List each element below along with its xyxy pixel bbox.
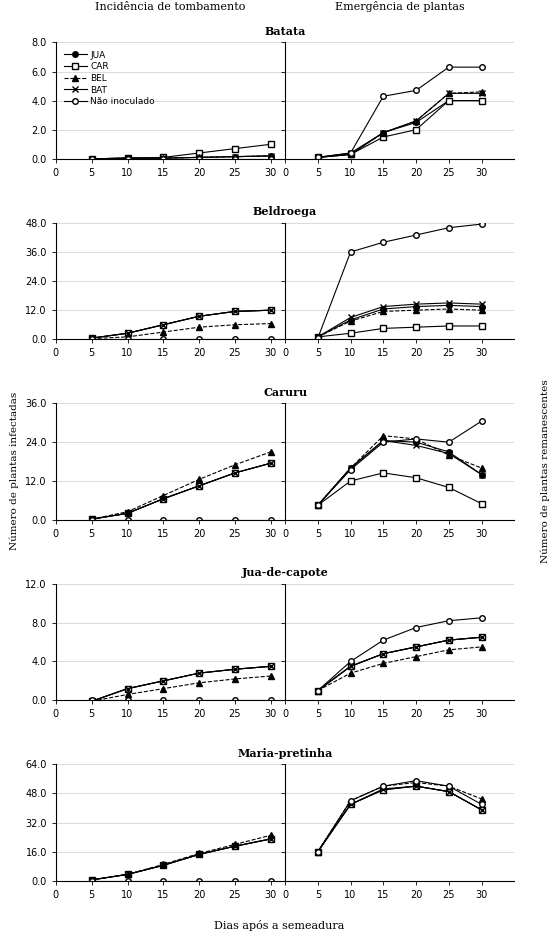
- Text: Número de plantas infectadas: Número de plantas infectadas: [10, 392, 18, 550]
- Text: Batata: Batata: [264, 25, 306, 37]
- Text: Dias após a semeadura: Dias após a semeadura: [214, 919, 345, 931]
- Text: Jua-de-capote: Jua-de-capote: [241, 567, 329, 578]
- Text: Emergência de plantas: Emergência de plantas: [335, 1, 465, 12]
- Text: Maria-pretinha: Maria-pretinha: [238, 748, 333, 758]
- Text: Caruru: Caruru: [263, 387, 307, 398]
- Legend: JUA, CAR, BEL, BAT, Não inoculado: JUA, CAR, BEL, BAT, Não inoculado: [60, 47, 158, 110]
- Text: Número de plantas remanescentes: Número de plantas remanescentes: [541, 379, 549, 563]
- Text: Incidência de tombamento: Incidência de tombamento: [95, 2, 246, 12]
- Text: Beldroega: Beldroega: [253, 206, 317, 218]
